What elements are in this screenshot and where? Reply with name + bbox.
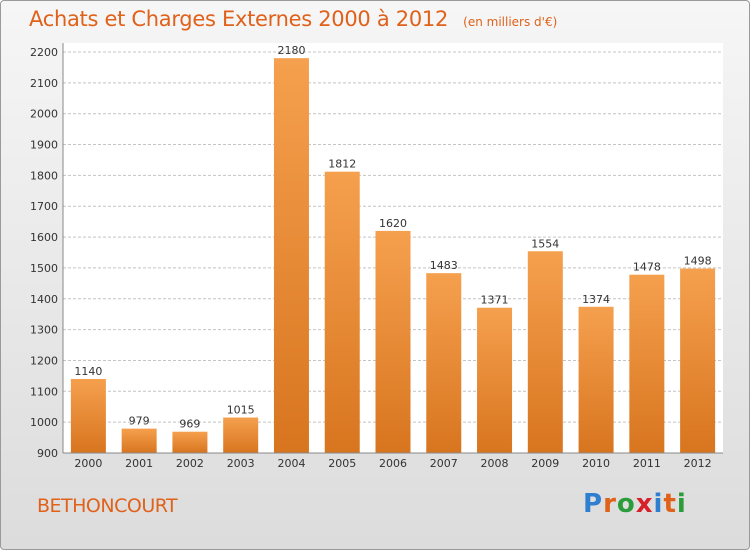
data-label: 1140 (74, 365, 102, 378)
data-label: 1015 (227, 404, 255, 417)
x-tick-label: 2002 (176, 457, 204, 470)
y-tick-label: 1900 (30, 139, 58, 152)
y-tick-label: 1800 (30, 169, 58, 182)
x-tick-label: 2011 (633, 457, 661, 470)
data-label: 1620 (379, 217, 407, 230)
x-tick-label: 2004 (277, 457, 305, 470)
y-tick-label: 2000 (30, 108, 58, 121)
x-axis: 2000 2001 2002 2003 2004 2005 2006 2007 2008 2009… (74, 457, 711, 470)
data-label: 1478 (633, 261, 661, 274)
logo-letter: r (603, 489, 617, 519)
chart-unit: (en milliers d'€) (463, 15, 558, 29)
commune-name: BETHONCOURT (37, 495, 178, 517)
y-tick-label: 1000 (30, 416, 58, 429)
data-label: 1554 (531, 237, 559, 250)
y-tick-label: 1600 (30, 231, 58, 244)
bar (426, 273, 462, 453)
x-tick-label: 2006 (379, 457, 407, 470)
x-tick-label: 2010 (582, 457, 610, 470)
bars-layer (70, 58, 716, 454)
y-tick-label: 900 (37, 447, 58, 460)
x-tick-label: 2007 (430, 457, 458, 470)
data-label: 1371 (481, 294, 509, 307)
y-tick-label: 1400 (30, 293, 58, 306)
logo-letter: t (663, 489, 677, 519)
data-labels-layer: 1140 979 969 1015 2180 1812 1620 1483 1371 1554 13… (74, 44, 711, 431)
x-tick-label: 2001 (125, 457, 153, 470)
data-label: 1483 (430, 259, 458, 272)
x-tick-label: 2003 (227, 457, 255, 470)
x-tick-label: 2008 (481, 457, 509, 470)
x-tick-label: 2012 (684, 457, 712, 470)
bar (629, 274, 665, 453)
y-tick-label: 1100 (30, 385, 58, 398)
data-label: 2180 (277, 44, 305, 57)
logo-letter: x (635, 489, 654, 519)
y-tick-label: 2200 (30, 46, 58, 59)
bar (273, 58, 309, 454)
data-label: 1374 (582, 293, 610, 306)
data-label: 1498 (684, 255, 712, 268)
title-line: Achats et Charges Externes 2000 à 2012 (… (29, 7, 557, 31)
bar (70, 378, 106, 453)
bar (172, 431, 208, 453)
logo-letter: i (653, 489, 664, 519)
data-label: 979 (129, 415, 150, 428)
y-tick-label: 1700 (30, 200, 58, 213)
chart-title: Achats et Charges Externes 2000 à 2012 (29, 7, 449, 31)
y-axis: 900 1000 1100 1200 1300 1400 1500 1600 1700 1800 1… (30, 46, 58, 460)
logo-letter: o (616, 489, 636, 519)
bar (477, 307, 513, 453)
bar (680, 268, 716, 453)
y-tick-label: 1200 (30, 354, 58, 367)
data-label: 1812 (328, 158, 356, 171)
logo-letter: P (583, 489, 604, 519)
logo-letter: i (676, 489, 687, 519)
x-tick-label: 2009 (531, 457, 559, 470)
x-tick-label: 2000 (74, 457, 102, 470)
bar (121, 428, 157, 453)
bar (223, 417, 259, 453)
bar (578, 306, 614, 453)
proxiti-logo[interactable]: Proxiti (583, 489, 687, 519)
bar (324, 171, 360, 453)
y-tick-label: 2100 (30, 77, 58, 90)
y-tick-label: 1300 (30, 324, 58, 337)
y-tick-label: 1500 (30, 262, 58, 275)
data-label: 969 (179, 418, 200, 431)
x-tick-label: 2005 (328, 457, 356, 470)
bar (527, 251, 563, 453)
bar (375, 230, 411, 453)
